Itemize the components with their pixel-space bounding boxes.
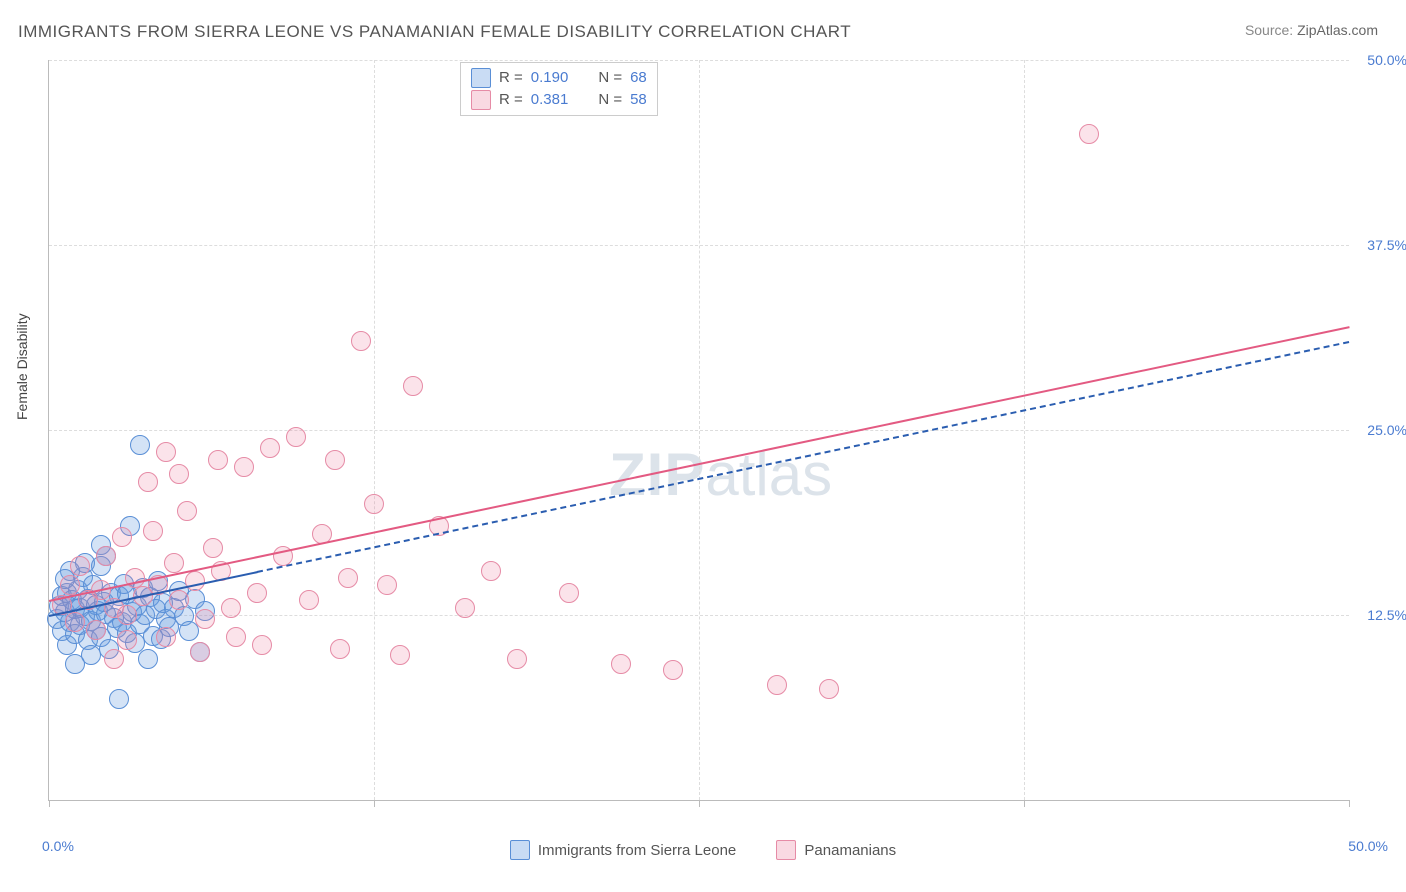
data-point (190, 642, 210, 662)
r-value-2: 0.381 (531, 89, 569, 111)
data-point (390, 645, 410, 665)
data-point (65, 612, 85, 632)
legend-swatch-blue-icon (510, 840, 530, 860)
data-point (455, 598, 475, 618)
data-point (286, 427, 306, 447)
source-value: ZipAtlas.com (1297, 22, 1378, 38)
n-value-2: 58 (630, 89, 647, 111)
x-tick-mark (374, 800, 375, 807)
y-tick-label: 37.5% (1357, 237, 1406, 253)
data-point (164, 553, 184, 573)
data-point (819, 679, 839, 699)
data-point (351, 331, 371, 351)
data-point (663, 660, 683, 680)
data-point (338, 568, 358, 588)
x-tick-mark (1349, 800, 1350, 807)
data-point (195, 609, 215, 629)
data-point (221, 598, 241, 618)
trend-line (257, 341, 1349, 573)
data-point (247, 583, 267, 603)
data-point (177, 501, 197, 521)
legend-swatch-pink-icon (776, 840, 796, 860)
data-point (81, 645, 101, 665)
data-point (143, 521, 163, 541)
n-label-1: N = (598, 67, 622, 89)
scatter-plot-area: ZIPatlas 12.5%25.0%37.5%50.0% (48, 60, 1349, 801)
stats-row-series1: R = 0.190 N = 68 (471, 67, 647, 89)
data-point (138, 472, 158, 492)
data-point (185, 571, 205, 591)
legend-label-1: Immigrants from Sierra Leone (538, 842, 736, 859)
series-legend: Immigrants from Sierra Leone Panamanians (0, 840, 1406, 864)
legend-label-2: Panamanians (804, 842, 896, 859)
data-point (611, 654, 631, 674)
n-value-1: 68 (630, 67, 647, 89)
data-point (104, 649, 124, 669)
gridline-vertical (699, 60, 700, 800)
gridline-vertical (1024, 60, 1025, 800)
r-value-1: 0.190 (531, 67, 569, 89)
data-point (112, 527, 132, 547)
source-label: Source: (1245, 22, 1293, 38)
data-point (169, 464, 189, 484)
data-point (299, 590, 319, 610)
data-point (260, 438, 280, 458)
watermark-zip: ZIP (609, 441, 705, 508)
n-label-2: N = (598, 89, 622, 111)
data-point (767, 675, 787, 695)
data-point (226, 627, 246, 647)
data-point (325, 450, 345, 470)
y-tick-label: 25.0% (1357, 422, 1406, 438)
x-tick-mark (49, 800, 50, 807)
data-point (330, 639, 350, 659)
r-label-1: R = (499, 67, 523, 89)
y-tick-label: 12.5% (1357, 607, 1406, 623)
legend-item-2: Panamanians (776, 840, 896, 860)
r-label-2: R = (499, 89, 523, 111)
data-point (86, 620, 106, 640)
data-point (481, 561, 501, 581)
legend-item-1: Immigrants from Sierra Leone (510, 840, 736, 860)
data-point (377, 575, 397, 595)
data-point (208, 450, 228, 470)
swatch-pink-icon (471, 90, 491, 110)
data-point (203, 538, 223, 558)
swatch-blue-icon (471, 68, 491, 88)
data-point (60, 575, 80, 595)
correlation-stats-legend: R = 0.190 N = 68 R = 0.381 N = 58 (460, 62, 658, 116)
gridline-vertical (374, 60, 375, 800)
data-point (156, 627, 176, 647)
data-point (364, 494, 384, 514)
data-point (138, 649, 158, 669)
x-tick-mark (1024, 800, 1025, 807)
data-point (130, 435, 150, 455)
x-axis-max-label: 50.0% (1348, 838, 1388, 854)
chart-title: IMMIGRANTS FROM SIERRA LEONE VS PANAMANI… (18, 22, 851, 42)
data-point (156, 442, 176, 462)
y-tick-label: 50.0% (1357, 52, 1406, 68)
data-point (117, 605, 137, 625)
stats-row-series2: R = 0.381 N = 58 (471, 89, 647, 111)
data-point (559, 583, 579, 603)
data-point (117, 630, 137, 650)
y-axis-title: Female Disability (14, 313, 30, 420)
source-attribution: Source: ZipAtlas.com (1245, 22, 1378, 38)
data-point (96, 546, 116, 566)
data-point (252, 635, 272, 655)
data-point (1079, 124, 1099, 144)
data-point (109, 689, 129, 709)
data-point (169, 590, 189, 610)
data-point (507, 649, 527, 669)
data-point (70, 556, 90, 576)
x-axis-min-label: 0.0% (42, 838, 74, 854)
x-tick-mark (699, 800, 700, 807)
data-point (234, 457, 254, 477)
data-point (403, 376, 423, 396)
